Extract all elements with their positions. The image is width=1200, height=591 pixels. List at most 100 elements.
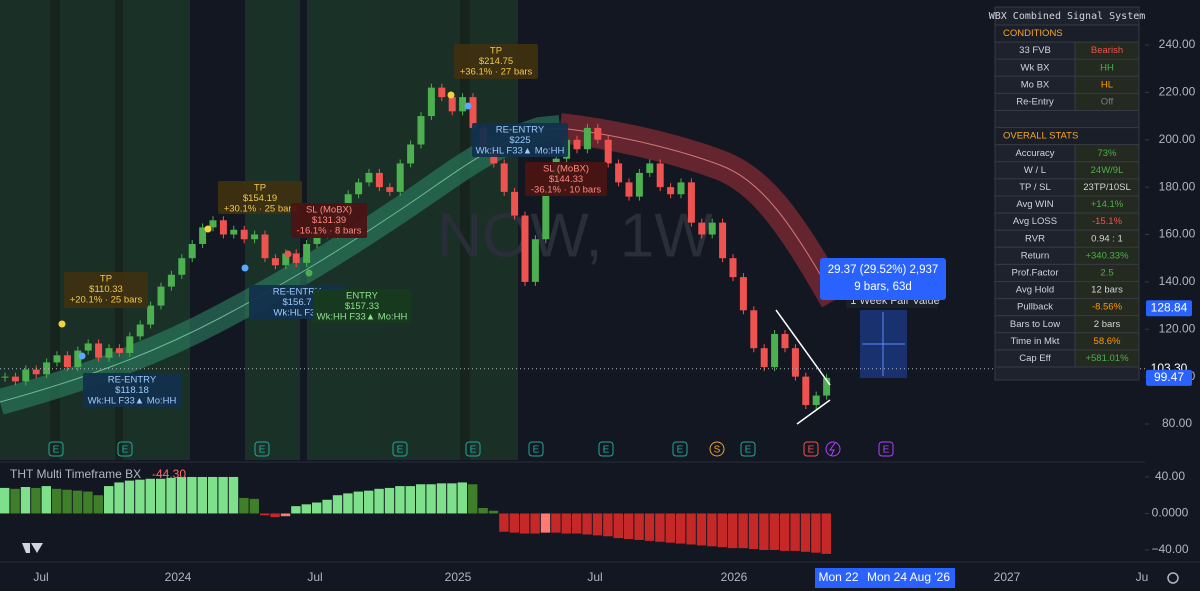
marker-label: E <box>397 445 404 456</box>
histogram-bar <box>228 476 239 514</box>
histogram-bar <box>20 487 31 514</box>
table-value: 0.94 : 1 <box>1091 233 1123 244</box>
candle <box>261 234 269 259</box>
annotation-text: +30.1% · 25 bars <box>224 204 297 215</box>
candle <box>147 305 155 325</box>
candle <box>84 343 92 351</box>
candle <box>417 116 425 145</box>
candle <box>615 163 623 183</box>
annotation-box <box>83 373 181 407</box>
candle <box>251 234 259 240</box>
table-value: -15.1% <box>1092 216 1123 227</box>
histogram-bar <box>686 513 696 545</box>
table-label: Return <box>1021 250 1050 261</box>
table-value: -8.56% <box>1092 302 1123 313</box>
annotation-text: $157.33 <box>345 301 379 312</box>
candle <box>511 191 519 216</box>
table-value: HL <box>1101 79 1113 90</box>
annotation-text: +36.1% · 27 bars <box>460 67 533 78</box>
dot <box>78 352 86 360</box>
annotation-text: $144.33 <box>549 174 583 185</box>
annotation-text: TP <box>490 46 502 57</box>
histogram-bar <box>197 476 207 514</box>
marker-bg <box>465 441 481 457</box>
table-label: Avg Hold <box>1016 285 1054 296</box>
histogram-bar <box>176 476 187 514</box>
x-tick-label: Jul <box>33 570 48 584</box>
histogram-bar <box>0 487 10 514</box>
table-section-label: OVERALL STATS <box>1003 131 1078 142</box>
candle <box>459 97 467 112</box>
histogram-bar <box>644 513 655 541</box>
y-tick-label: 120.00 <box>1159 321 1196 335</box>
marker-label: E <box>603 445 610 456</box>
histogram-bar <box>364 490 374 514</box>
x-tick-label: Jul <box>587 570 602 584</box>
trendline <box>775 309 831 386</box>
candle <box>812 395 820 406</box>
annotation-text: $131.39 <box>312 215 346 226</box>
marker-bg <box>528 441 544 457</box>
table-value: Bearish <box>1091 45 1123 56</box>
histogram-bar <box>218 476 228 514</box>
candle <box>469 97 477 128</box>
histogram-bar <box>270 513 280 518</box>
histogram-bar <box>41 486 51 514</box>
candle <box>74 350 82 368</box>
settings-icon[interactable] <box>1167 572 1179 584</box>
candle <box>105 348 113 358</box>
annotation-text: $214.75 <box>479 56 513 67</box>
candle <box>573 139 581 150</box>
trendline <box>796 399 831 425</box>
event-icon <box>829 442 836 457</box>
candle <box>43 362 51 375</box>
marker-bg <box>48 441 64 457</box>
dot <box>284 250 292 258</box>
indicator-value: -44.30 <box>152 467 186 481</box>
shade-gaps <box>50 0 470 460</box>
annotation-text: $118.18 <box>115 385 149 396</box>
candle <box>63 355 71 368</box>
histogram-bar <box>124 480 135 514</box>
histogram-bar <box>280 513 291 517</box>
table-label: Re-Entry <box>1016 96 1054 107</box>
histogram-bar <box>83 491 93 514</box>
histogram-bar <box>187 476 197 514</box>
candle <box>115 348 123 353</box>
candle <box>802 376 810 406</box>
histogram-bar <box>301 504 311 514</box>
annotation-text: $156.7 <box>282 297 311 308</box>
dot <box>204 225 212 233</box>
candle <box>157 286 165 306</box>
histogram-bar <box>821 513 831 554</box>
histogram-bar <box>166 477 176 514</box>
dot <box>305 269 313 277</box>
histogram-bar <box>114 482 124 514</box>
candle <box>282 253 290 266</box>
annotation-text: SL (MoBX) <box>543 164 589 175</box>
candle <box>240 229 248 240</box>
histogram-bar <box>572 513 582 534</box>
histogram-bar <box>468 484 478 514</box>
marker-bg <box>117 441 133 457</box>
histogram-bar <box>530 513 540 534</box>
candle <box>407 144 415 164</box>
histogram-bar <box>436 483 447 514</box>
y-tick-label: 200.00 <box>1159 132 1196 146</box>
histogram-bar <box>582 513 592 535</box>
histogram-bar <box>374 488 384 514</box>
table-value: HH <box>1100 62 1114 73</box>
annotation-text: Wk:HH F33▲ Mo:HH <box>317 312 408 323</box>
candle <box>53 355 61 363</box>
marker-bg <box>803 441 819 457</box>
table-label: W / L <box>1024 165 1046 176</box>
histogram-bar <box>353 491 363 514</box>
candle <box>313 232 321 244</box>
histogram-bar <box>780 513 790 551</box>
candle <box>199 227 207 244</box>
table-label: Avg WIN <box>1016 199 1053 210</box>
candle <box>448 97 456 112</box>
candle <box>594 127 602 140</box>
histogram-bar <box>104 486 114 514</box>
